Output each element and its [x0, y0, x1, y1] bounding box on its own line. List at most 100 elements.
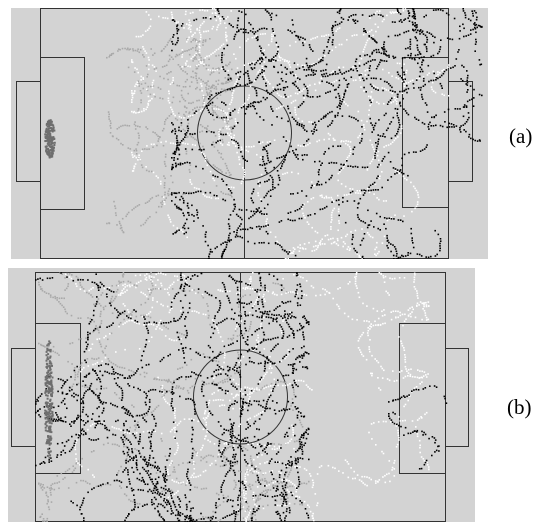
trajectory-point [242, 28, 245, 30]
trajectory-point [233, 203, 235, 206]
trajectory-point [301, 204, 304, 206]
trajectory-point [368, 186, 370, 188]
trajectory-point [199, 54, 201, 57]
trajectory-point [81, 385, 84, 387]
trajectory-point [395, 97, 398, 99]
trajectory-point [217, 140, 219, 142]
trajectory-point [396, 114, 399, 117]
trajectory-point [178, 112, 180, 115]
trajectory-point [418, 417, 421, 420]
trajectory-point [168, 102, 171, 104]
trajectory-point [463, 27, 465, 30]
trajectory-point [270, 59, 273, 61]
trajectory-point [398, 126, 401, 128]
trajectory-point [192, 70, 194, 73]
trajectory-point [172, 123, 174, 126]
trajectory-point [410, 368, 412, 370]
trajectory-point [407, 174, 409, 177]
trajectory-point [180, 229, 183, 231]
trajectory-point [437, 52, 439, 55]
trajectory-point [311, 250, 313, 252]
trajectory-point [352, 69, 355, 72]
trajectory-point [255, 61, 258, 64]
trajectory-point [277, 53, 280, 55]
trajectory-point [115, 284, 118, 287]
trajectory-point [411, 8, 414, 10]
goalkeeper-point [50, 137, 53, 140]
trajectory-point [202, 457, 204, 460]
trajectory-point [179, 143, 182, 145]
trajectory-point [271, 28, 274, 30]
trajectory-point [180, 94, 183, 97]
trajectory-point [387, 144, 390, 146]
trajectory-point [388, 56, 390, 58]
trajectory-point [170, 307, 173, 309]
trajectory-point [312, 481, 315, 484]
trajectory-point [472, 138, 474, 141]
trajectory-point [46, 517, 49, 520]
trajectory-point [419, 66, 422, 69]
trajectory-point [317, 246, 319, 249]
trajectory-point [231, 99, 233, 101]
trajectory-point [200, 459, 202, 462]
trajectory-point [215, 113, 218, 116]
trajectory-point [371, 131, 373, 133]
trajectory-point [269, 355, 271, 358]
trajectory-point [242, 31, 245, 34]
trajectory-point [385, 89, 388, 91]
trajectory-point [416, 294, 419, 297]
trajectory-point [131, 404, 133, 407]
trajectory-point [275, 478, 277, 481]
trajectory-point [125, 458, 128, 460]
trajectory-point [454, 65, 456, 67]
trajectory-point [111, 301, 113, 303]
trajectory-point [177, 39, 179, 42]
trajectory-point [261, 27, 263, 30]
trajectory-point [194, 72, 197, 74]
trajectory-point [169, 83, 172, 85]
trajectory-point [186, 236, 188, 239]
trajectory-point [347, 70, 350, 72]
trajectory-point [383, 48, 386, 50]
trajectory-point [212, 69, 214, 72]
trajectory-point [388, 460, 391, 462]
trajectory-point [308, 121, 310, 123]
trajectory-point [211, 462, 213, 465]
trajectory-point [421, 318, 423, 321]
trajectory-point [191, 204, 193, 207]
trajectory-point [265, 230, 268, 233]
trajectory-point [198, 45, 200, 48]
trajectory-point [196, 79, 198, 82]
trajectory-point [332, 39, 334, 41]
trajectory-point [277, 504, 279, 507]
trajectory-point [256, 387, 258, 389]
trajectory-point [316, 473, 319, 475]
trajectory-point [426, 38, 429, 41]
trajectory-point [378, 272, 381, 274]
trajectory-point [53, 488, 56, 491]
trajectory-point [200, 59, 202, 62]
trajectory-point [103, 387, 105, 390]
trajectory-point [301, 504, 304, 506]
trajectory-point [416, 433, 419, 435]
trajectory-point [289, 250, 291, 252]
trajectory-point [173, 468, 176, 471]
trajectory-point [86, 358, 89, 360]
trajectory-point [366, 305, 368, 307]
trajectory-point [183, 418, 186, 420]
trajectory-point [107, 338, 109, 341]
trajectory-point [209, 95, 211, 98]
trajectory-point [401, 254, 403, 257]
trajectory-point [226, 290, 228, 292]
trajectory-point [46, 502, 48, 505]
trajectory-point [233, 186, 235, 189]
trajectory-point [163, 389, 166, 391]
trajectory-point [295, 495, 297, 498]
trajectory-point [205, 130, 208, 133]
trajectory-point [188, 24, 190, 26]
trajectory-point [381, 310, 383, 313]
trajectory-point [243, 332, 246, 335]
trajectory-point [149, 25, 152, 28]
trajectory-point [252, 349, 254, 352]
trajectory-point [343, 140, 345, 143]
